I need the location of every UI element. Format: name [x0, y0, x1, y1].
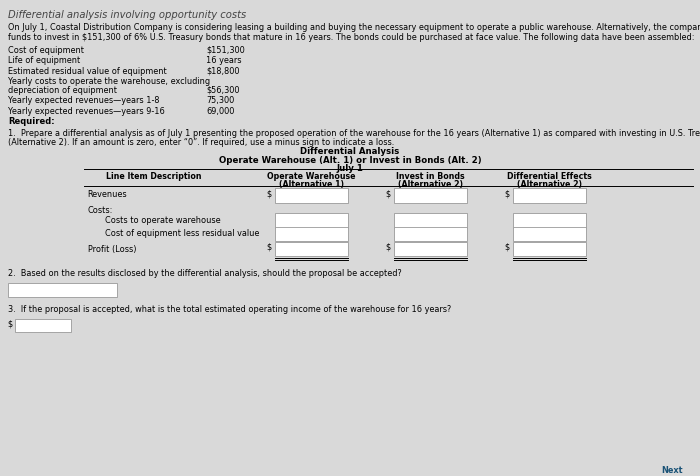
Text: (Alternative 1): (Alternative 1): [279, 180, 344, 189]
Text: (Alternative 2). If an amount is zero, enter “0”. If required, use a minus sign : (Alternative 2). If an amount is zero, e…: [8, 138, 395, 147]
Text: (Alternative 2): (Alternative 2): [517, 180, 582, 189]
Text: $: $: [266, 189, 272, 198]
Text: Differential analysis involving opportunity costs: Differential analysis involving opportun…: [8, 10, 246, 20]
Text: funds to invest in $151,300 of 6% U.S. Treasury bonds that mature in 16 years. T: funds to invest in $151,300 of 6% U.S. T…: [8, 33, 695, 42]
Text: Cost of equipment less residual value: Cost of equipment less residual value: [105, 229, 260, 238]
FancyBboxPatch shape: [512, 213, 587, 228]
Text: Yearly expected revenues—years 9-16: Yearly expected revenues—years 9-16: [8, 107, 165, 116]
Text: Required:: Required:: [8, 117, 55, 126]
FancyBboxPatch shape: [274, 242, 349, 256]
Text: Differential Analysis: Differential Analysis: [300, 147, 400, 156]
Text: $151,300: $151,300: [206, 46, 245, 55]
Text: $18,800: $18,800: [206, 67, 240, 76]
Text: Yearly expected revenues—years 1-8: Yearly expected revenues—years 1-8: [8, 96, 160, 105]
Text: Next: Next: [661, 466, 682, 475]
FancyBboxPatch shape: [274, 227, 349, 241]
Text: Cost of equipment: Cost of equipment: [8, 46, 85, 55]
Text: 75,300: 75,300: [206, 96, 235, 105]
FancyBboxPatch shape: [274, 188, 349, 203]
FancyBboxPatch shape: [512, 227, 587, 241]
Text: 1.  Prepare a differential analysis as of July 1 presenting the proposed operati: 1. Prepare a differential analysis as of…: [8, 129, 700, 138]
Text: $: $: [504, 189, 510, 198]
Text: Life of equipment: Life of equipment: [8, 56, 81, 65]
Text: $: $: [504, 243, 510, 252]
Text: $: $: [385, 189, 391, 198]
FancyBboxPatch shape: [393, 227, 468, 241]
Text: 69,000: 69,000: [206, 107, 235, 116]
FancyBboxPatch shape: [393, 242, 468, 256]
Text: Line Item Description: Line Item Description: [106, 172, 202, 181]
Text: Operate Warehouse: Operate Warehouse: [267, 172, 356, 181]
Text: Operate Warehouse (Alt. 1) or Invest in Bonds (Alt. 2): Operate Warehouse (Alt. 1) or Invest in …: [218, 156, 482, 165]
Text: On July 1, Coastal Distribution Company is considering leasing a building and bu: On July 1, Coastal Distribution Company …: [8, 23, 700, 32]
Text: $56,300: $56,300: [206, 86, 240, 95]
Text: Estimated residual value of equipment: Estimated residual value of equipment: [8, 67, 167, 76]
FancyBboxPatch shape: [512, 188, 587, 203]
Text: Costs:: Costs:: [88, 206, 113, 215]
Text: 16 years: 16 years: [206, 56, 242, 65]
FancyBboxPatch shape: [393, 188, 468, 203]
Text: $: $: [385, 243, 391, 252]
FancyBboxPatch shape: [8, 283, 117, 297]
Text: July 1: July 1: [337, 164, 363, 173]
Text: Revenues: Revenues: [88, 190, 127, 199]
Text: Profit (Loss): Profit (Loss): [88, 245, 136, 254]
Text: 2.  Based on the results disclosed by the differential analysis, should the prop: 2. Based on the results disclosed by the…: [8, 269, 402, 278]
Text: $: $: [266, 243, 272, 252]
Text: Yearly costs to operate the warehouse, excluding: Yearly costs to operate the warehouse, e…: [8, 77, 211, 86]
FancyBboxPatch shape: [15, 319, 71, 332]
Text: (Alternative 2): (Alternative 2): [398, 180, 463, 189]
FancyBboxPatch shape: [274, 213, 349, 228]
Text: Invest in Bonds: Invest in Bonds: [396, 172, 465, 181]
FancyBboxPatch shape: [393, 213, 468, 228]
Text: depreciation of equipment: depreciation of equipment: [8, 86, 118, 95]
Text: Costs to operate warehouse: Costs to operate warehouse: [105, 216, 220, 225]
Text: Differential Effects: Differential Effects: [507, 172, 592, 181]
Text: $: $: [7, 320, 12, 329]
Text: 3.  If the proposal is accepted, what is the total estimated operating income of: 3. If the proposal is accepted, what is …: [8, 305, 452, 314]
FancyBboxPatch shape: [512, 242, 587, 256]
